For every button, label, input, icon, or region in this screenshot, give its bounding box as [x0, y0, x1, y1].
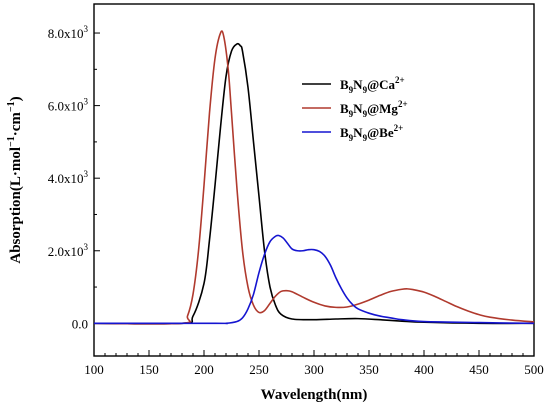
- y-axis-title-end: ): [8, 96, 24, 101]
- x-tick-label: 500: [524, 362, 544, 377]
- series-layer: [93, 30, 535, 325]
- y-tick-label: 8.0x103: [48, 24, 89, 41]
- series-line-0: [93, 42, 535, 325]
- y-axis-title-mid: ·cm: [8, 112, 24, 137]
- x-tick-label: 350: [359, 362, 379, 377]
- tick-layer: 100 150 200 250 300 350 400 450 500 0.0 2.0x103 4.0…: [48, 24, 544, 377]
- y-axis-title-sup1: −1: [6, 136, 17, 147]
- legend-entry-be: B9N9@Be2+: [302, 123, 403, 143]
- x-tick-label: 400: [414, 362, 434, 377]
- legend: B9N9@Ca2+ B9N9@Mg2+ B9N9@Be2+: [302, 75, 408, 143]
- x-tick-label: 200: [194, 362, 214, 377]
- y-axis-title: Absorption(L·mol−1·cm−1): [6, 96, 24, 263]
- plot-frame: [93, 3, 535, 357]
- y-axis-title-base: Absorption(L·mol: [8, 147, 24, 264]
- y-tick-label: 4.0x103: [48, 169, 89, 186]
- legend-label-ca: B9N9@Ca2+: [340, 75, 405, 95]
- x-tick-label: 150: [139, 362, 159, 377]
- x-tick-label: 250: [249, 362, 269, 377]
- y-axis-title-sup2: −1: [6, 101, 17, 112]
- x-tick-label: 450: [469, 362, 489, 377]
- y-tick-label: 0.0: [72, 316, 88, 331]
- x-tick-label: 100: [84, 362, 104, 377]
- legend-label-be: B9N9@Be2+: [340, 123, 403, 143]
- x-axis-title: Wavelength(nm): [261, 387, 368, 403]
- legend-entry-mg: B9N9@Mg2+: [302, 99, 408, 119]
- legend-entry-ca: B9N9@Ca2+: [302, 75, 405, 95]
- y-tick-label: 2.0x103: [48, 242, 89, 259]
- series-line-2: [93, 234, 535, 325]
- legend-label-mg: B9N9@Mg2+: [340, 99, 408, 119]
- series-line-1: [93, 30, 535, 325]
- y-tick-label: 6.0x103: [48, 97, 89, 114]
- x-tick-label: 300: [304, 362, 324, 377]
